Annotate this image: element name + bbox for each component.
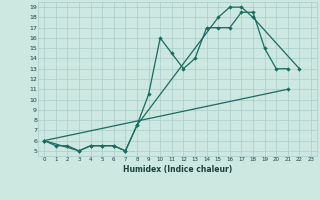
X-axis label: Humidex (Indice chaleur): Humidex (Indice chaleur) (123, 165, 232, 174)
